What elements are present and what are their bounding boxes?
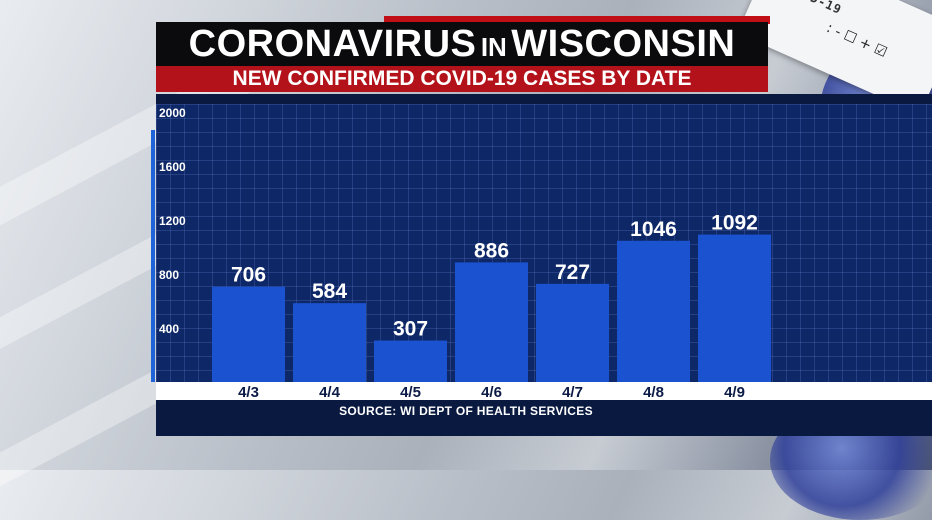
data-label: 307 (393, 318, 428, 341)
data-label: 1046 (630, 218, 677, 241)
y-tick-label: 1600 (159, 160, 186, 174)
y-tick-label: 1200 (159, 214, 186, 228)
title-part-1: CORONAVIRUS (188, 23, 477, 65)
x-tick-label: 4/5 (400, 384, 421, 401)
bar (698, 234, 771, 382)
y-tick-label: 800 (159, 268, 179, 282)
x-tick-label: 4/3 (238, 384, 259, 401)
source-caption: SOURCE: WI DEPT OF HEALTH SERVICES (339, 404, 593, 418)
bar-chart: 400 800 1200 1600 2000 706 4/3 584 4/4 307 4/5 886 4… (156, 106, 932, 401)
data-label: 727 (555, 261, 590, 284)
plot-area (156, 104, 932, 390)
headline-subtitle: NEW CONFIRMED COVID-19 CASES BY DATE (156, 66, 768, 92)
x-axis-band (156, 382, 932, 400)
x-tick-label: 4/9 (724, 384, 745, 401)
x-tick-label: 4/6 (481, 384, 502, 401)
x-tick-label: 4/4 (319, 384, 341, 401)
bar (536, 283, 609, 382)
title-part-3: WISCONSIN (511, 23, 736, 65)
x-tick-label: 4/8 (643, 384, 664, 401)
bar (293, 303, 366, 382)
data-label: 584 (312, 280, 347, 303)
y-tick-label: 400 (159, 322, 179, 336)
bar (617, 240, 690, 382)
headline-title: CORONAVIRUS IN WISCONSIN (156, 22, 768, 66)
panel-accent-line (151, 130, 155, 382)
data-label: 706 (231, 264, 266, 287)
title-part-2: IN (480, 32, 507, 62)
bar (374, 340, 447, 382)
bar (212, 286, 285, 382)
title-accent-bar (384, 16, 770, 24)
data-label: 1092 (711, 212, 758, 235)
x-tick-label: 4/7 (562, 384, 583, 401)
y-tick-label: 2000 (159, 106, 186, 120)
data-label: 886 (474, 239, 509, 262)
bar (455, 262, 528, 382)
